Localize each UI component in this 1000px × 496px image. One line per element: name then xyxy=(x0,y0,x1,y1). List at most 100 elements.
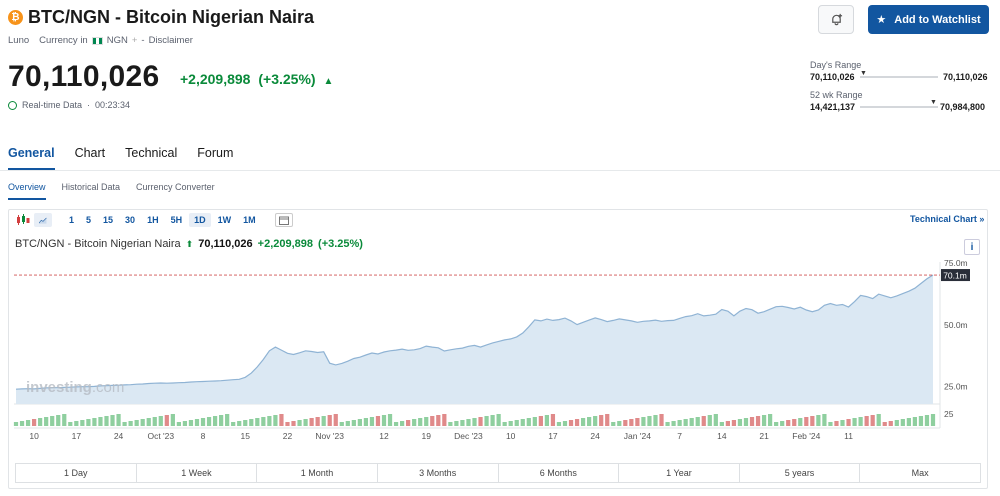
interval-5h[interactable]: 5H xyxy=(170,215,183,225)
volume-bar xyxy=(870,415,875,426)
range-3-months[interactable]: 3 Months xyxy=(378,464,499,482)
interval-15[interactable]: 15 xyxy=(103,215,114,225)
volume-bar xyxy=(381,415,387,426)
volume-bar xyxy=(731,420,737,426)
volume-bar xyxy=(164,415,169,426)
x-tick-label: 7 xyxy=(677,431,682,441)
interval-1d[interactable]: 1D xyxy=(189,213,211,227)
investing-watermark: investing.com xyxy=(26,379,124,396)
volume-bar xyxy=(508,421,513,426)
volume-bar xyxy=(315,417,320,426)
tab-forum[interactable]: Forum xyxy=(197,146,234,160)
range-1-week[interactable]: 1 Week xyxy=(137,464,258,482)
interval-1h[interactable]: 1H xyxy=(147,215,159,225)
interval-1m[interactable]: 1M xyxy=(243,215,256,225)
range-max[interactable]: Max xyxy=(911,468,929,478)
volume-bar xyxy=(448,422,453,426)
tab-chart[interactable]: Chart xyxy=(74,146,106,160)
calendar-icon[interactable] xyxy=(274,213,293,227)
volume-bar xyxy=(593,416,598,426)
volume-bar xyxy=(406,420,411,426)
range-1-day[interactable]: 1 Day xyxy=(16,464,137,482)
chart-container xyxy=(8,209,988,489)
volume-bar xyxy=(430,416,435,426)
realtime-status: Real-time Data · 00:23:34 xyxy=(8,100,130,110)
volume-bar xyxy=(68,422,73,426)
volume-bar xyxy=(749,417,755,426)
volume-bar xyxy=(393,422,399,426)
volume-bar xyxy=(158,416,163,426)
subtab-currency-converter[interactable]: Currency Converter xyxy=(136,182,215,192)
subtab-historical-data[interactable]: Historical Data xyxy=(61,182,121,192)
instrument-meta: Luno Currency in NGN + - Disclaimer xyxy=(8,35,193,46)
volume-bar xyxy=(677,420,682,426)
range-1-year[interactable]: 1 Year xyxy=(619,464,740,482)
volume-bar xyxy=(122,422,127,426)
interval-1[interactable]: 1 xyxy=(69,215,75,225)
volume-bar xyxy=(225,414,230,426)
volume-bar xyxy=(490,415,495,426)
day-range-label: Day's Range xyxy=(810,60,862,70)
watermark-suffix: .com xyxy=(92,379,125,396)
volume-bar xyxy=(243,420,248,426)
price-area xyxy=(16,275,933,404)
volume-bar xyxy=(834,421,839,426)
x-tick-label: 11 xyxy=(844,431,853,441)
x-tick-label: 17 xyxy=(72,431,82,441)
volume-bar xyxy=(387,414,393,426)
subtab-overview[interactable]: Overview xyxy=(8,182,46,200)
volume-bar xyxy=(846,419,851,426)
range-5-years[interactable]: 5 years xyxy=(740,464,861,482)
plus-circle-icon[interactable]: + xyxy=(131,35,138,46)
volume-bar xyxy=(611,422,616,426)
volume-bar xyxy=(526,418,531,426)
tab-technical[interactable]: Technical xyxy=(125,146,178,160)
volume-bar xyxy=(418,418,423,426)
volume-bar xyxy=(375,416,381,426)
range-1-month[interactable]: 1 Month xyxy=(257,464,378,482)
technical-chart-link[interactable]: Technical Chart » xyxy=(910,214,985,224)
volume-bar xyxy=(110,415,115,426)
chart-header: BTC/NGN - Bitcoin Nigerian Naira ⬆ 70,11… xyxy=(15,238,363,250)
disclaimer-link[interactable]: Disclaimer xyxy=(148,35,193,46)
volume-bar xyxy=(212,416,218,426)
volume-bar xyxy=(345,421,350,426)
volume-bar xyxy=(580,418,586,426)
interval-1w[interactable]: 1W xyxy=(217,215,232,225)
chart-change: +2,209,898 xyxy=(257,238,314,250)
volume-bar xyxy=(249,419,254,426)
create-alert-button[interactable] xyxy=(818,5,854,34)
x-tick-label: 10 xyxy=(506,431,516,441)
volume-bar xyxy=(568,420,574,426)
candlestick-icon[interactable] xyxy=(14,213,32,227)
area-chart-icon[interactable] xyxy=(34,213,52,227)
volume-bar xyxy=(466,419,471,426)
chart-price: 70,110,026 xyxy=(198,238,253,250)
volume-bar xyxy=(544,415,550,426)
volume-bar xyxy=(816,415,821,426)
main-tabs: General Chart Technical Forum xyxy=(8,146,233,171)
range-6-months[interactable]: 6 Months xyxy=(499,464,620,482)
interval-30[interactable]: 30 xyxy=(125,215,136,225)
volume-bar xyxy=(556,422,562,426)
volume-bar xyxy=(514,420,519,426)
info-icon[interactable]: i xyxy=(964,239,980,255)
volume-bar xyxy=(695,417,700,426)
volume-bar xyxy=(701,416,706,426)
volume-tick-label: 25 xyxy=(944,409,954,419)
volume-bar xyxy=(128,421,133,426)
add-to-watchlist-button[interactable]: ★ Add to Watchlist xyxy=(868,5,989,34)
tab-general[interactable]: General xyxy=(8,146,55,171)
volume-bar xyxy=(725,421,730,426)
volume-bar xyxy=(737,419,743,426)
volume-bar xyxy=(659,414,664,426)
volume-bar xyxy=(146,418,151,426)
volume-bar xyxy=(327,415,332,426)
interval-5[interactable]: 5 xyxy=(86,215,92,225)
volume-bar xyxy=(237,421,242,426)
up-arrow-icon: ⬆ xyxy=(185,238,194,249)
day-range-bar xyxy=(860,76,938,78)
x-tick-label: 21 xyxy=(759,431,769,441)
volume-bar xyxy=(587,417,592,426)
